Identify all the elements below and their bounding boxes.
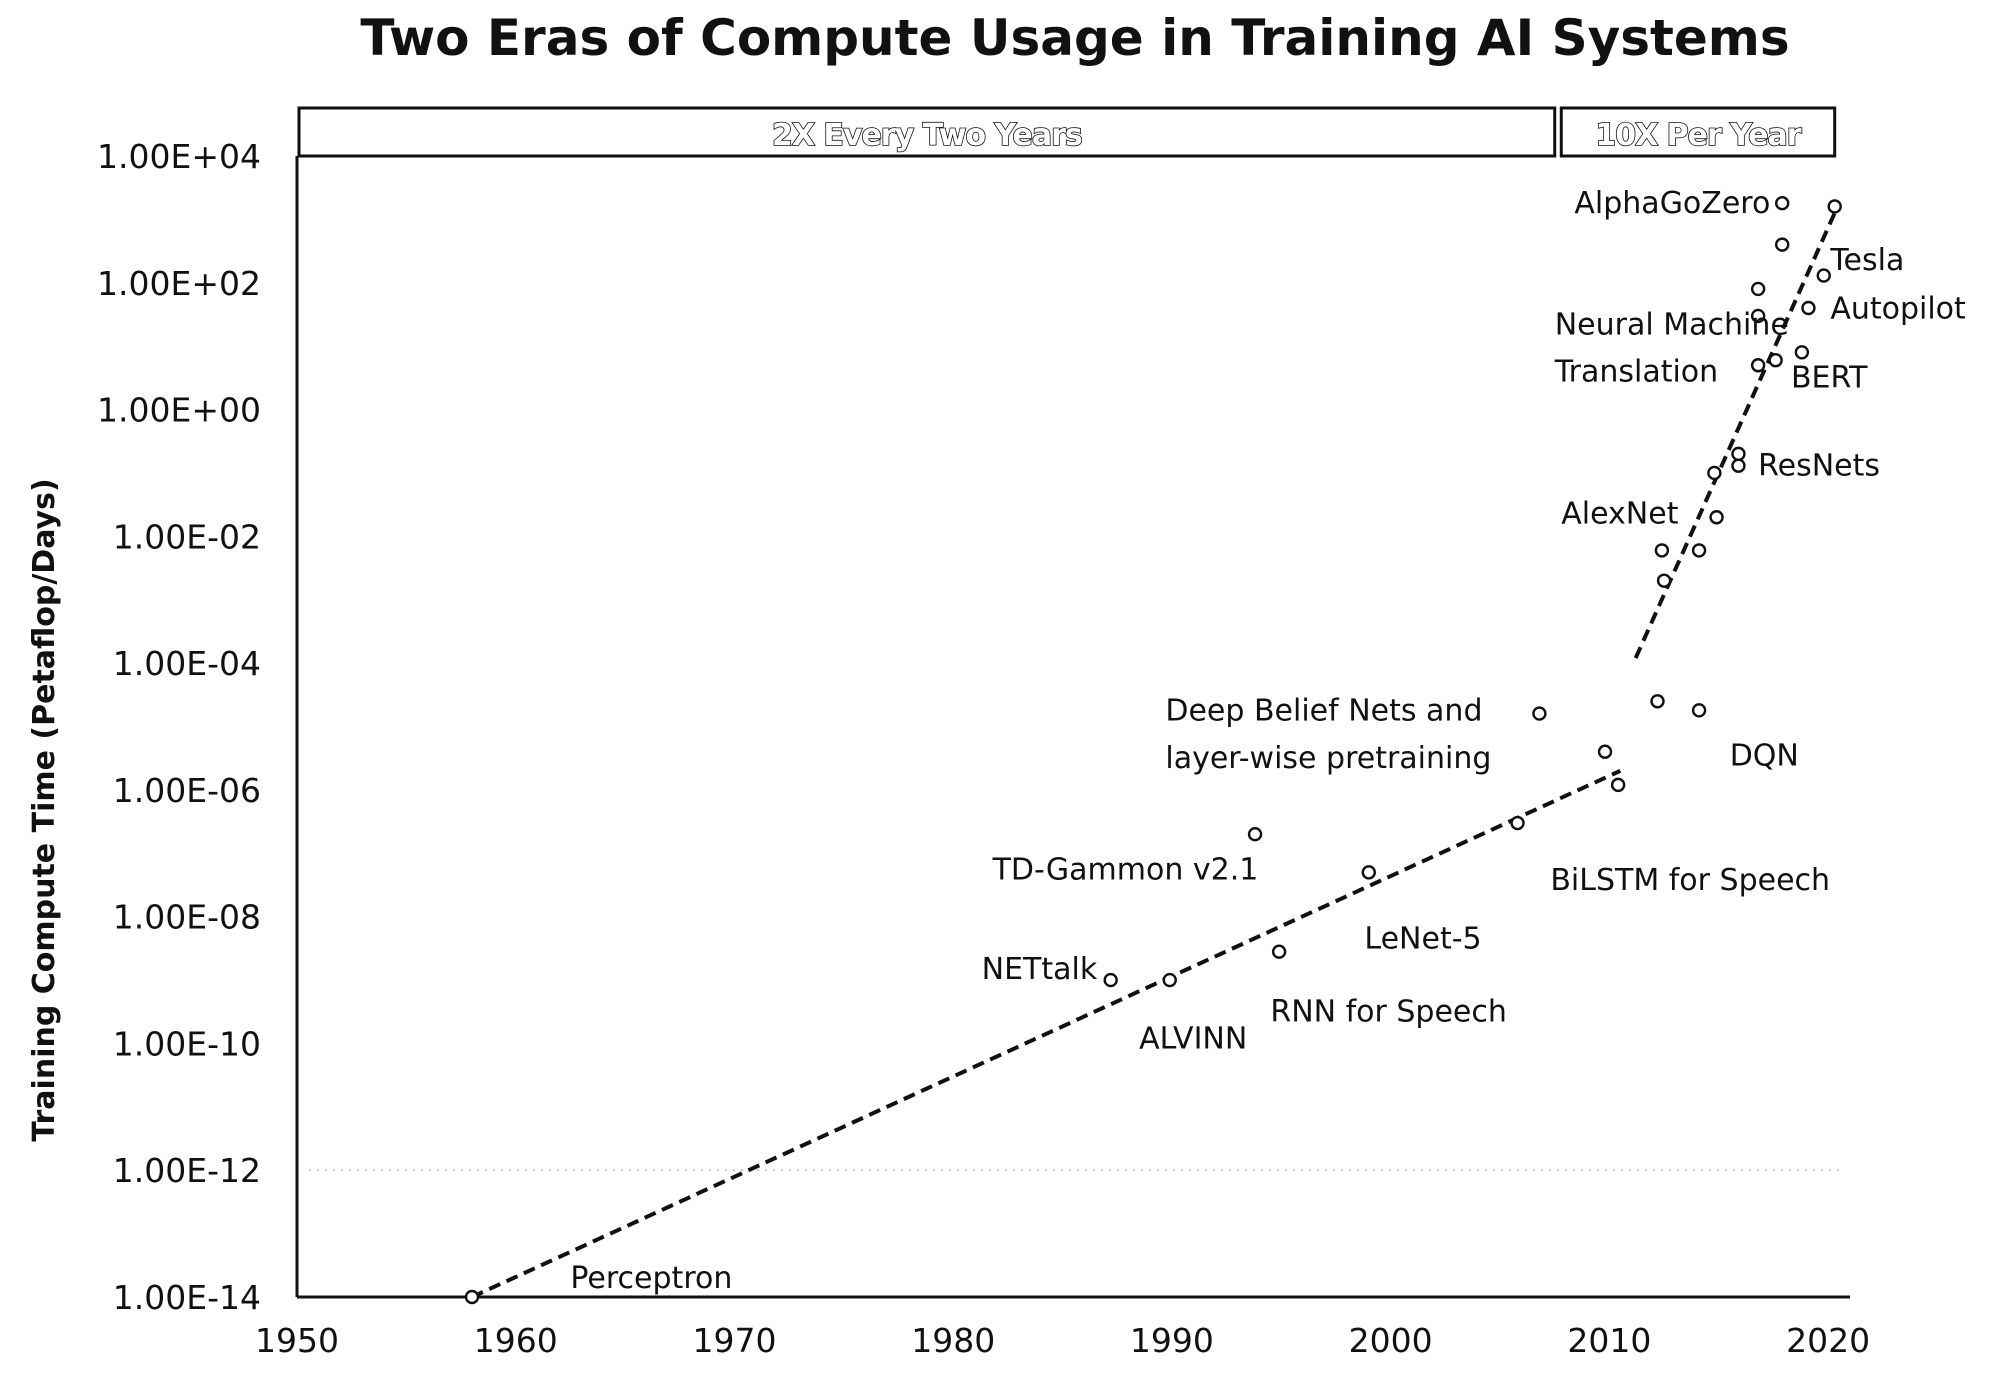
data-point bbox=[1650, 694, 1665, 709]
data-point bbox=[1816, 268, 1831, 283]
data-point bbox=[1103, 972, 1118, 988]
data-point bbox=[1247, 826, 1263, 842]
annotation-label: Deep Belief Nets and bbox=[1165, 693, 1482, 728]
annotations: Perceptron NETtalk ALVINN TD-Gammon v2.1 RNN… bbox=[570, 186, 1966, 1296]
y-tick-label: 1.00E+00 bbox=[97, 391, 261, 430]
annotation-label: DQN bbox=[1730, 738, 1799, 773]
x-tick-label: 2010 bbox=[1567, 1321, 1651, 1360]
data-point bbox=[1709, 510, 1724, 525]
data-point bbox=[1731, 458, 1746, 473]
annotation-label: NETtalk bbox=[982, 952, 1098, 987]
y-axis-label: Training Compute Time (Petaflop/Days) bbox=[27, 478, 62, 1141]
data-point bbox=[1768, 353, 1783, 368]
annotation-label: Tesla bbox=[1829, 243, 1904, 278]
annotation-label: Perceptron bbox=[570, 1261, 732, 1296]
era-banners: 2X Every Two Years 10X Per Year bbox=[297, 106, 1837, 158]
data-points bbox=[464, 196, 1842, 1305]
annotation-label: Translation bbox=[1554, 354, 1718, 389]
annotation-label: Autopilot bbox=[1830, 292, 1966, 327]
y-tick-label: 1.00E-02 bbox=[113, 517, 261, 556]
annotation-label: ALVINN bbox=[1139, 1021, 1247, 1056]
x-tick-label: 2000 bbox=[1349, 1321, 1433, 1360]
y-tick-label: 1.00E-12 bbox=[113, 1151, 261, 1190]
x-tick-label: 1950 bbox=[255, 1321, 339, 1360]
annotation-label: Neural Machine bbox=[1555, 307, 1789, 342]
annotation-label: AlphaGoZero bbox=[1574, 186, 1770, 221]
x-tick-label: 1970 bbox=[692, 1321, 776, 1360]
y-tick-label: 1.00E+04 bbox=[97, 137, 261, 176]
annotation-label: TD-Gammon v2.1 bbox=[992, 853, 1259, 888]
data-point bbox=[464, 1289, 480, 1305]
era-banner bbox=[297, 106, 1557, 158]
x-tick-label: 1980 bbox=[911, 1321, 995, 1360]
era-banner bbox=[1559, 106, 1837, 158]
annotation-label: BERT bbox=[1791, 361, 1868, 396]
annotation-label: LeNet-5 bbox=[1364, 922, 1481, 957]
annotation-label: BiLSTM for Speech bbox=[1550, 863, 1830, 898]
annotation-label: ResNets bbox=[1758, 449, 1880, 484]
data-point bbox=[1162, 972, 1177, 988]
data-point bbox=[1610, 777, 1626, 793]
data-point bbox=[1794, 345, 1810, 360]
data-point bbox=[1691, 543, 1707, 558]
chart-title: Two Eras of Compute Usage in Training AI… bbox=[360, 9, 1789, 67]
data-point bbox=[1774, 196, 1790, 211]
data-point bbox=[1654, 543, 1670, 558]
annotation-label: RNN for Speech bbox=[1270, 994, 1507, 1029]
y-tick-label: 1.00E-08 bbox=[113, 898, 261, 937]
data-point bbox=[1827, 199, 1842, 214]
y-tick-label: 1.00E+02 bbox=[97, 264, 261, 303]
annotation-label: layer-wise pretraining bbox=[1165, 741, 1491, 776]
data-point bbox=[1271, 944, 1287, 959]
data-point bbox=[1750, 281, 1766, 297]
x-tick-label: 1990 bbox=[1130, 1321, 1214, 1360]
annotation-label: AlexNet bbox=[1561, 496, 1678, 531]
data-point bbox=[1707, 465, 1722, 481]
data-point bbox=[1532, 706, 1547, 721]
era-label: 10X Per Year bbox=[1595, 118, 1801, 153]
data-point bbox=[1691, 703, 1707, 718]
trend-line bbox=[1633, 202, 1841, 659]
y-tick-label: 1.00E-06 bbox=[113, 771, 261, 810]
data-point bbox=[1656, 573, 1672, 588]
data-point bbox=[1750, 358, 1766, 373]
y-tick-label: 1.00E-04 bbox=[113, 644, 261, 683]
data-point bbox=[1774, 237, 1790, 252]
data-point bbox=[1510, 815, 1525, 831]
era-label: 2X Every Two Years bbox=[772, 118, 1082, 153]
data-point bbox=[1361, 865, 1376, 880]
axes: 1.00E+04 1.00E+02 1.00E+00 1.00E-02 1.00E-04… bbox=[97, 137, 1870, 1360]
data-point bbox=[1801, 300, 1816, 316]
data-point bbox=[1597, 744, 1613, 759]
x-tick-label: 1960 bbox=[474, 1321, 558, 1360]
y-tick-label: 1.00E-14 bbox=[113, 1278, 261, 1317]
y-tick-label: 1.00E-10 bbox=[113, 1024, 261, 1063]
trend-line bbox=[471, 768, 1622, 1299]
x-tick-label: 2020 bbox=[1786, 1321, 1870, 1360]
data-point bbox=[1750, 308, 1766, 324]
data-point bbox=[1731, 446, 1746, 462]
